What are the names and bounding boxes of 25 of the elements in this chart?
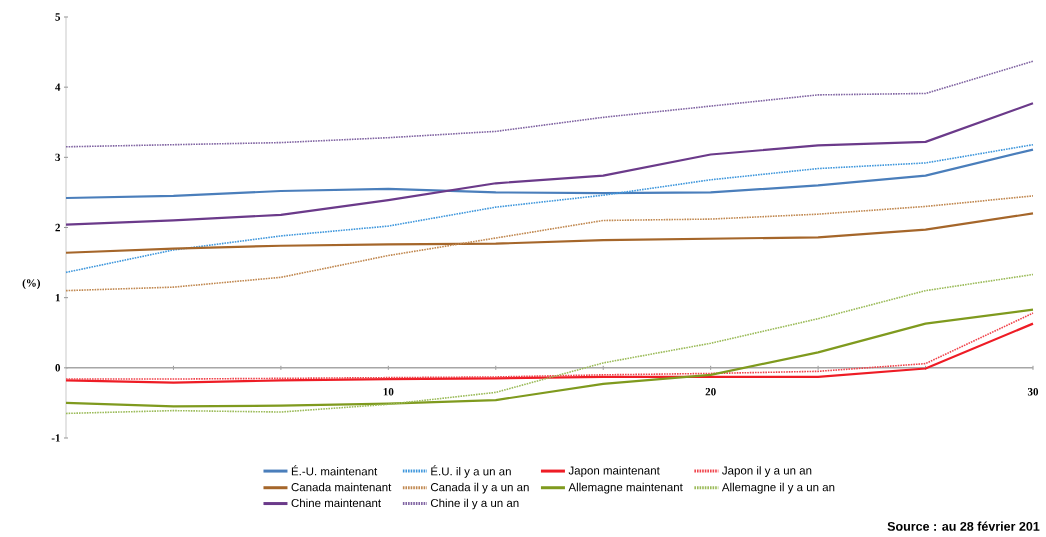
- x-tick-label: 20: [705, 388, 716, 396]
- legend-label: Canada il y a un an: [430, 482, 529, 494]
- legend-label: Allemagne il y a un an: [721, 482, 835, 494]
- y-tick-label: 2: [55, 223, 60, 232]
- source-note: Source : au 28 février 201: [887, 521, 1040, 531]
- legend-label: É.-U. maintenant: [291, 465, 378, 476]
- x-tick-label: 30: [1027, 388, 1039, 396]
- legend-label: Chine maintenant: [291, 498, 381, 508]
- legend-label: É.U. il y a un an: [431, 465, 511, 478]
- line-series: [64, 102, 1035, 226]
- y-tick-label: -1: [51, 434, 60, 442]
- legend-label: Japon il y a un an: [722, 466, 812, 477]
- legend-label: Canada maintenant: [291, 482, 392, 492]
- y-tick-label: 0: [55, 364, 61, 372]
- legend-label: Chine il y a un an: [430, 498, 519, 510]
- y-tick-label: 5: [55, 13, 61, 21]
- y-tick-label: 1: [55, 294, 60, 302]
- legend-label: Allemagne maintenant: [568, 482, 683, 494]
- line-series: [65, 143, 1034, 274]
- x-tick-label: 3: [55, 153, 61, 162]
- x-tick-label: 10: [383, 388, 394, 396]
- y-axis-title: (%): [22, 278, 40, 289]
- legend-label: Japon maintenant: [568, 466, 660, 477]
- line-series: [64, 148, 1035, 200]
- y-tick-label: 4: [55, 83, 61, 91]
